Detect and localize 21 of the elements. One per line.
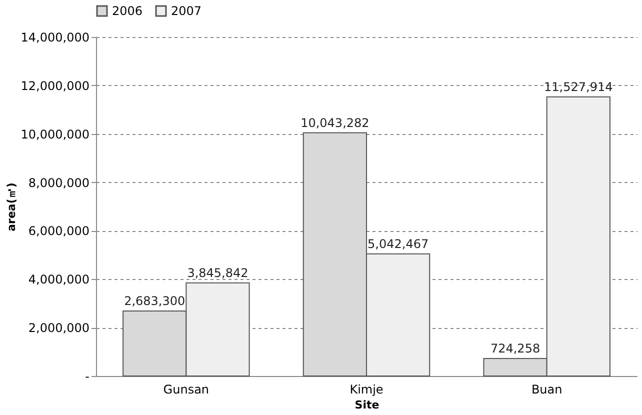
data-label: 3,845,842 bbox=[187, 266, 248, 280]
data-label: 5,042,467 bbox=[368, 236, 429, 251]
data-label: 2,683,300 bbox=[124, 294, 186, 308]
y-tick-label: 2,000,000 bbox=[28, 321, 90, 336]
x-axis-title: Site bbox=[354, 398, 380, 412]
y-tick-label: 12,000,000 bbox=[20, 78, 90, 93]
data-label: 10,043,282 bbox=[300, 116, 370, 130]
y-axis-title: area(㎡) bbox=[4, 182, 18, 232]
x-tick-label: Kimje bbox=[350, 382, 384, 396]
legend-label: 2007 bbox=[171, 4, 202, 18]
x-tick-label: Gunsan bbox=[163, 382, 210, 396]
data-label: 724,258 bbox=[490, 341, 540, 356]
y-tick-label: 4,000,000 bbox=[28, 272, 90, 287]
data-label: 11,527,914 bbox=[544, 80, 613, 94]
y-tick-label: 6,000,000 bbox=[28, 224, 90, 238]
x-tick-label: Buan bbox=[531, 382, 562, 396]
legend-label: 2006 bbox=[112, 4, 143, 18]
y-tick-label: - bbox=[85, 370, 90, 384]
y-tick-label: 14,000,000 bbox=[20, 30, 90, 44]
y-tick-label: 8,000,000 bbox=[28, 176, 90, 190]
y-tick-label: 10,000,000 bbox=[20, 127, 90, 142]
